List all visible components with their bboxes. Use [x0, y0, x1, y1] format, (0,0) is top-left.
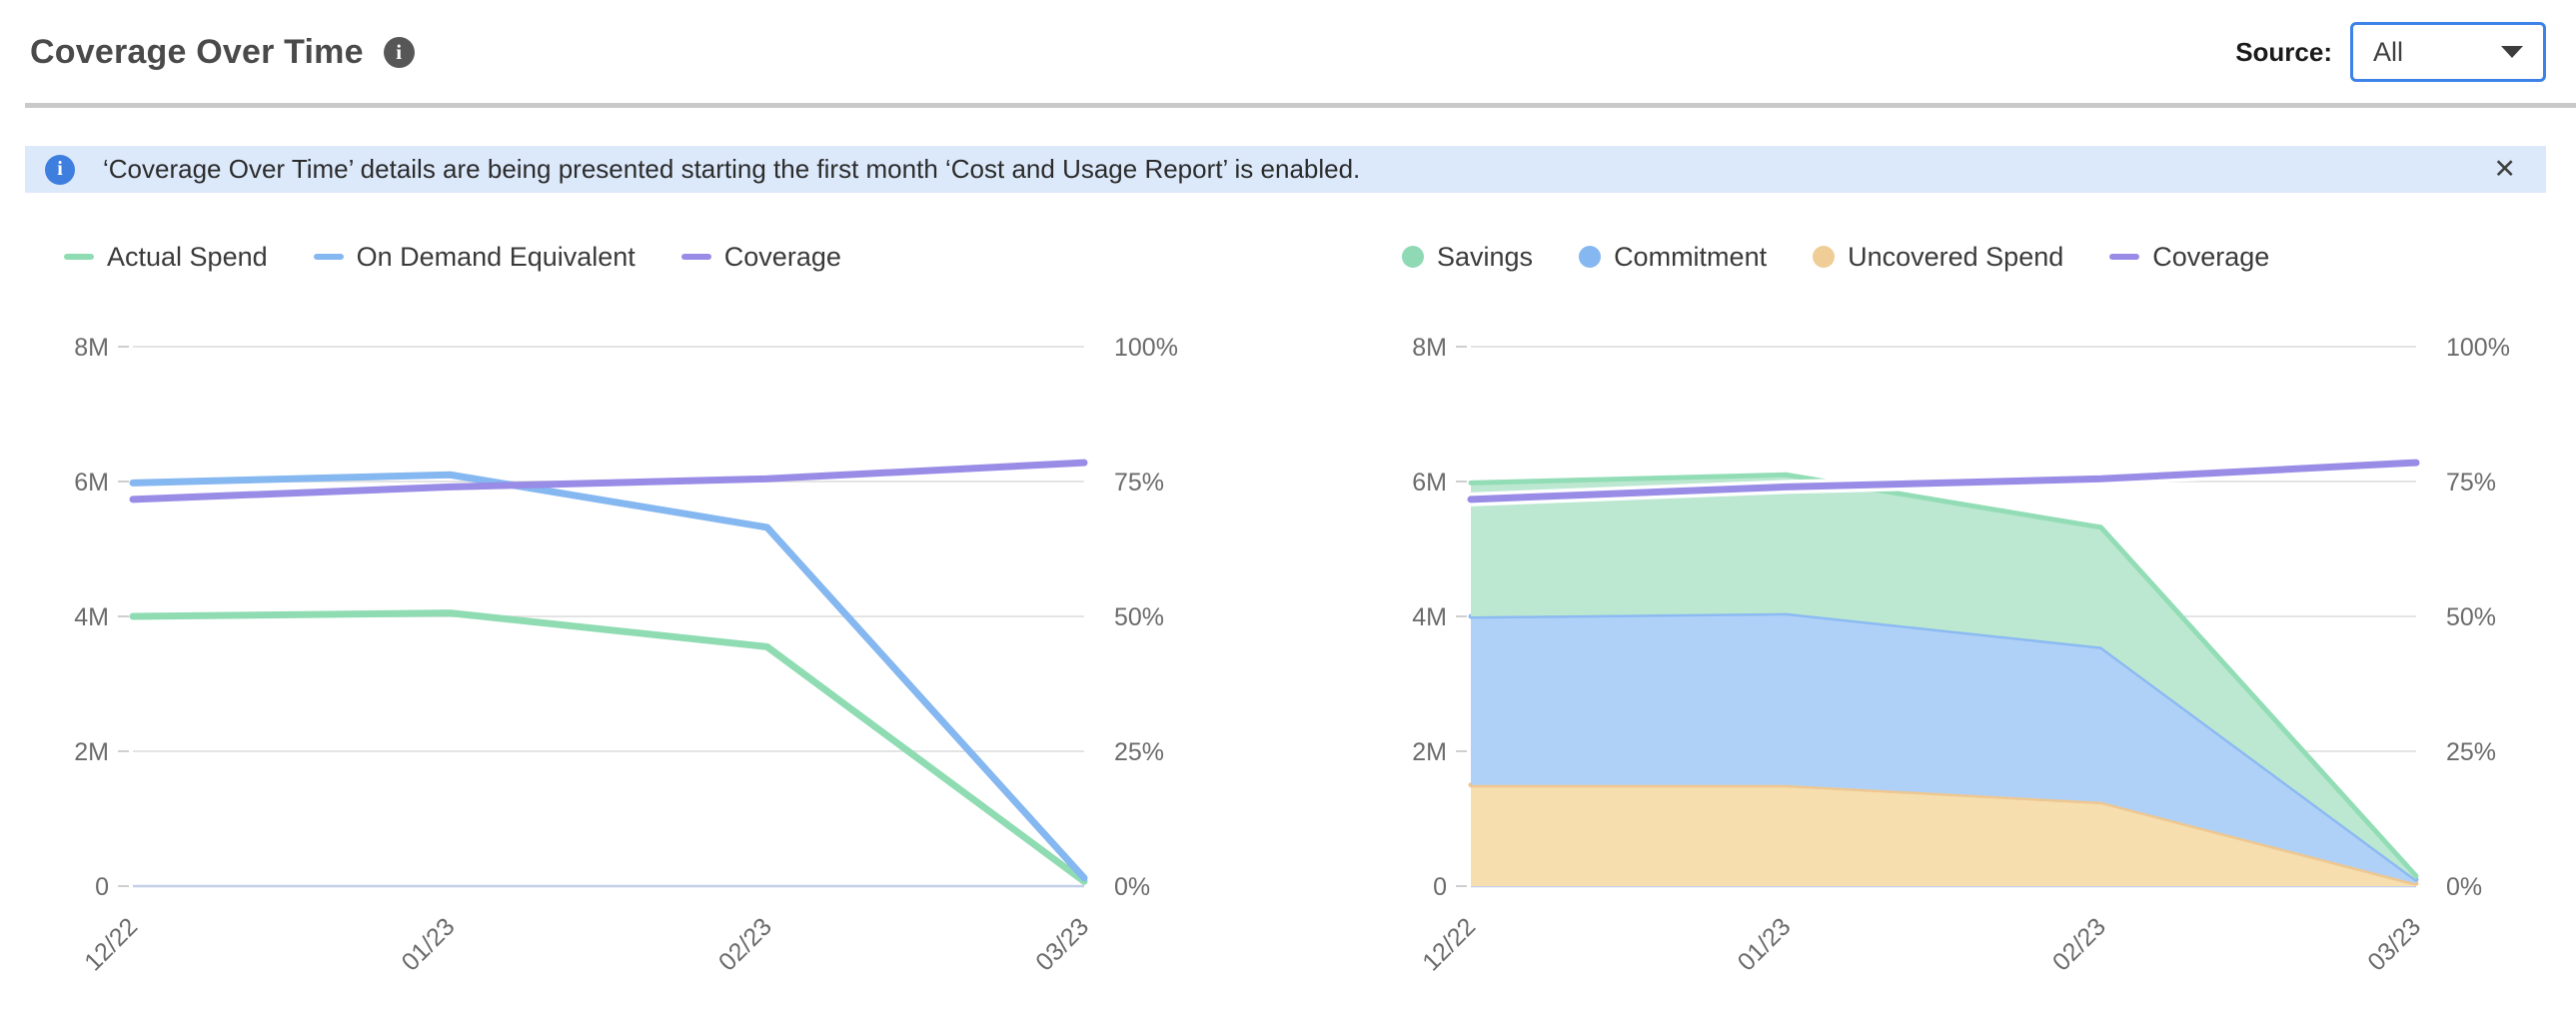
- line-coverage: [129, 459, 1088, 504]
- x-axis-label: 01/23: [1733, 912, 1797, 976]
- line-actual-spend: [129, 609, 1088, 885]
- legend-swatch-icon: [2109, 254, 2140, 260]
- y-axis-left-label: 0: [95, 873, 109, 901]
- info-icon: i: [45, 154, 75, 185]
- y-axis-left-label: 2M: [74, 738, 109, 766]
- y-axis-right-label: 25%: [1114, 738, 1164, 766]
- coverage-area-chart[interactable]: 8M 100% 6M 75% 4M 50% 2M 25% 0 0% 12/22 01/23 02/23 0…: [1329, 280, 2576, 1015]
- legend-item-coverage[interactable]: Coverage: [2109, 242, 2269, 273]
- chevron-down-icon: [2501, 46, 2523, 58]
- y-axis-right-label: 50%: [1114, 603, 1164, 631]
- x-axis-label: 03/23: [1030, 912, 1094, 976]
- area-edge-savings: [1468, 472, 2419, 879]
- legend-swatch-icon: [64, 254, 94, 260]
- legend-item-savings[interactable]: Savings: [1402, 242, 1533, 273]
- area-commitment: [1471, 612, 2416, 884]
- y-axis-right-label: 100%: [1114, 334, 1178, 362]
- panel-header: Coverage Over Time i Source: All: [0, 0, 2576, 104]
- y-axis-left-label: 4M: [74, 603, 109, 631]
- info-banner: i ‘Coverage Over Time’ details are being…: [25, 146, 2546, 193]
- legend-swatch-icon: [1579, 246, 1602, 268]
- x-axis-label: 12/22: [79, 912, 143, 976]
- legend-label: Savings: [1437, 241, 1534, 272]
- source-label: Source:: [2235, 36, 2332, 67]
- legend-label: Commitment: [1614, 241, 1768, 272]
- x-axis-label: 01/23: [397, 912, 461, 976]
- legend-label: On Demand Equivalent: [356, 241, 636, 272]
- legend-item-uncovered-spend[interactable]: Uncovered Spend: [1813, 242, 2063, 273]
- legend-item-actual-spend[interactable]: Actual Spend: [64, 242, 268, 273]
- legend-swatch-icon: [1402, 246, 1424, 268]
- page-title: Coverage Over Time: [30, 32, 364, 71]
- source-selected-value: All: [2373, 36, 2404, 67]
- legend-swatch-icon: [680, 254, 711, 260]
- legend-item-on-demand-equivalent[interactable]: On Demand Equivalent: [313, 241, 636, 273]
- coverage-line-chart[interactable]: 8M 100% 6M 75% 4M 50% 2M 25% 0 0% 12/22 01/23 02/23 0…: [0, 280, 1249, 1015]
- legend-label: Coverage: [723, 241, 841, 272]
- y-axis-left-label: 8M: [1412, 334, 1447, 362]
- y-axis-left-label: 4M: [1412, 603, 1447, 631]
- legend-line-chart: Actual Spend On Demand Equivalent Coverage: [64, 240, 841, 274]
- close-icon[interactable]: ✕: [2493, 154, 2516, 184]
- y-axis-right-label: 75%: [1114, 469, 1164, 497]
- y-axis-left-label: 8M: [74, 334, 109, 362]
- info-icon[interactable]: i: [383, 36, 415, 68]
- y-axis-left-label: 2M: [1412, 738, 1447, 766]
- y-axis-right-label: 50%: [2446, 603, 2496, 631]
- y-axis-right-label: 75%: [2446, 469, 2496, 497]
- y-axis-right-label: 0%: [2446, 873, 2482, 901]
- y-axis-left-label: 0: [1433, 873, 1447, 901]
- line-on-demand-equivalent: [129, 471, 1088, 882]
- legend-label: Coverage: [2152, 241, 2270, 272]
- y-axis-right-label: 0%: [1114, 873, 1150, 901]
- x-axis-label: 12/22: [1417, 912, 1481, 976]
- header-divider: [25, 103, 2576, 108]
- info-banner-text: ‘Coverage Over Time’ details are being p…: [103, 154, 1361, 184]
- area-savings: [1471, 475, 2416, 880]
- y-axis-left-label: 6M: [1412, 469, 1447, 497]
- legend-item-commitment[interactable]: Commitment: [1579, 242, 1767, 273]
- legend-swatch-icon: [313, 254, 344, 260]
- source-control: Source: All: [2235, 22, 2546, 82]
- legend-label: Actual Spend: [107, 241, 268, 272]
- y-axis-right-label: 100%: [2446, 334, 2510, 362]
- y-axis-right-label: 25%: [2446, 738, 2496, 766]
- x-axis-label: 02/23: [2047, 912, 2111, 976]
- legend-item-coverage[interactable]: Coverage: [680, 241, 841, 273]
- area-uncovered-spend: [1471, 784, 2416, 886]
- legend-area-chart: Savings Commitment Uncovered Spend Coverage: [1402, 240, 2269, 274]
- source-select[interactable]: All: [2350, 22, 2546, 82]
- legend-label: Uncovered Spend: [1848, 241, 2064, 272]
- x-axis-label: 03/23: [2362, 912, 2426, 976]
- area-edge-commitment: [1468, 610, 2419, 882]
- y-axis-left-label: 6M: [74, 469, 109, 497]
- line-coverage: [1467, 459, 2420, 504]
- legend-swatch-icon: [1813, 246, 1836, 268]
- x-axis-label: 02/23: [713, 912, 777, 976]
